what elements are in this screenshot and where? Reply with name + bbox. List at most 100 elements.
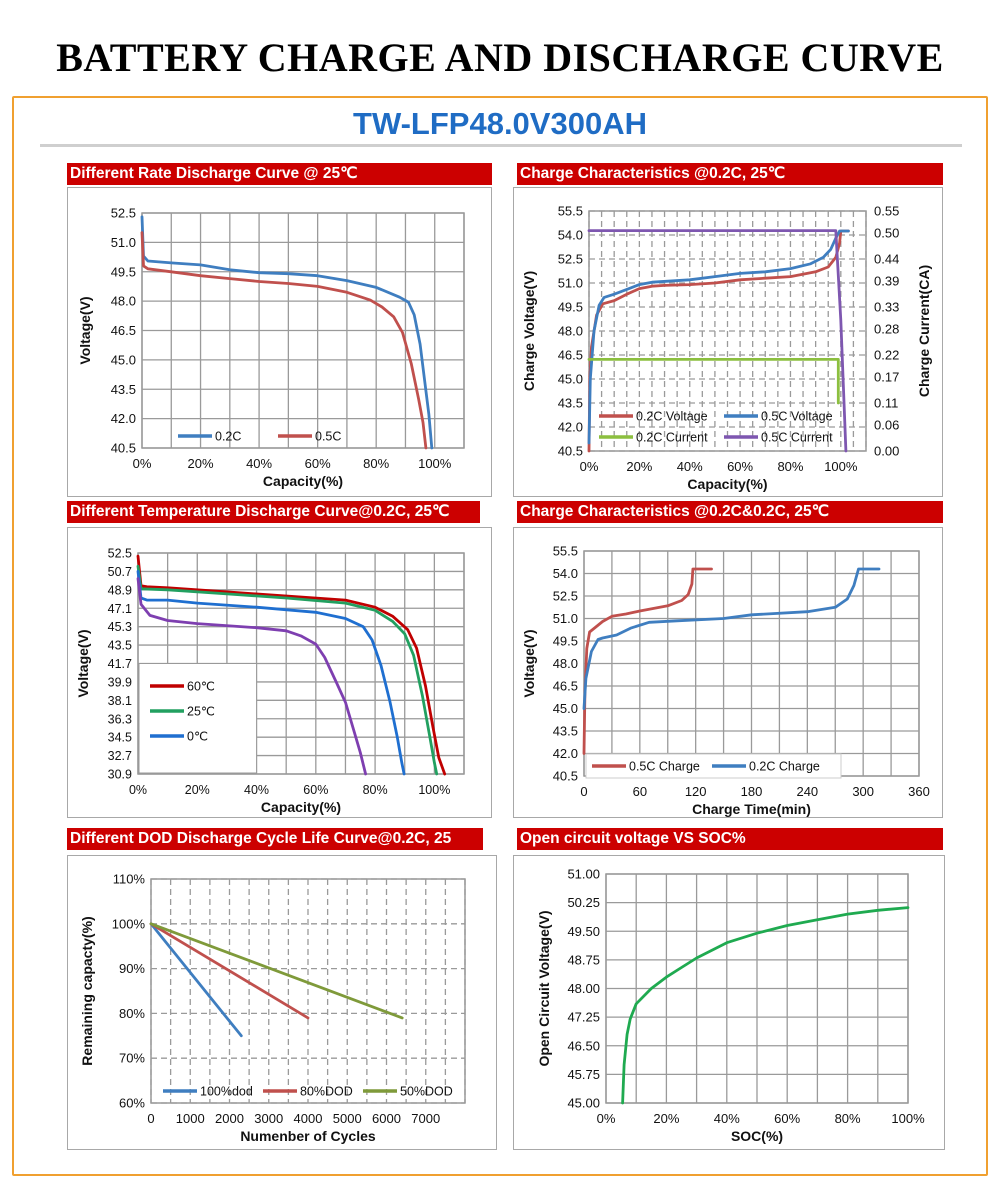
y-tick-label: 43.5 <box>558 396 583 411</box>
legend-label: 0.2C Charge <box>749 760 820 774</box>
y-tick-label: 42.0 <box>553 746 578 761</box>
y-tick-label: 45.3 <box>108 620 132 634</box>
x-tick-label: 100% <box>418 456 452 471</box>
x-tick-label: 0 <box>147 1111 154 1126</box>
legend-label: 100%dod <box>200 1085 253 1099</box>
chart-4-charge-time: 55.5 54.0 52.5 51.0 49.5 48.0 46.5 45.0 43.5 42.0… <box>513 527 943 818</box>
chart-5-svg: 110% 100% 90% 80% 70% 60%0 1000 2000 3000 4000 500… <box>79 872 466 1144</box>
plot-area <box>150 878 466 1104</box>
y-tick-label: 48.9 <box>108 583 132 597</box>
chart-3-svg: 52.5 50.7 48.9 47.1 45.3 43.5 41.7 39.9 38.1 36.3… <box>75 547 465 815</box>
x-tick-label: 40% <box>244 783 269 797</box>
legend-label: 60℃ <box>187 680 215 694</box>
y2-tick-label: 0.33 <box>874 300 899 315</box>
y-tick-label: 48.75 <box>567 952 600 967</box>
legend-label: 50%DOD <box>400 1085 453 1099</box>
y2-tick-label: 0.28 <box>874 321 899 336</box>
x-tick-label: 80% <box>777 459 803 474</box>
y-tick-label: 49.5 <box>553 634 578 649</box>
x-tick-label: 20% <box>185 783 210 797</box>
y-tick-label: 50.7 <box>108 565 132 579</box>
x-tick-label: 40% <box>677 459 703 474</box>
y-tick-label: 54.0 <box>553 566 578 581</box>
series-line-unlabeled-0 <box>621 906 910 1105</box>
x-tick-label: 60% <box>727 459 753 474</box>
y2-axis-label: Charge Current(CA) <box>916 265 932 397</box>
x-tick-label: 0% <box>129 783 147 797</box>
x-tick-label: 0 <box>580 784 587 799</box>
y-tick-label: 55.5 <box>558 204 583 219</box>
x-tick-label: 0% <box>580 459 599 474</box>
x-tick-label: 80% <box>835 1111 861 1126</box>
plot-area <box>141 212 465 449</box>
series-line-0-5c-charge <box>582 567 713 755</box>
y-tick-label: 60% <box>119 1096 145 1111</box>
chart-2-svg: 55.5 54.0 52.5 51.0 49.5 48.0 46.5 45.0 43.5 42.0… <box>521 204 932 493</box>
x-axis-label: Capacity(%) <box>261 799 341 815</box>
plot-area <box>137 552 465 775</box>
series-line-unlabeled-3 <box>136 577 368 776</box>
y-tick-label: 46.5 <box>111 323 136 338</box>
y2-tick-label: 0.17 <box>874 369 899 384</box>
series-line-0-5c-voltage <box>587 229 850 445</box>
y2-tick-label: 0.11 <box>874 396 898 411</box>
y-tick-label: 46.5 <box>558 348 583 363</box>
x-axis-label: Capacity(%) <box>687 476 767 492</box>
y-axis-label: Remaining capacty(%) <box>79 916 95 1065</box>
series-line-80-dod <box>149 922 310 1020</box>
series-line-0-2c <box>140 215 434 450</box>
y-tick-label: 52.5 <box>553 589 578 604</box>
y-axis-label: Open Circuit Voltage(V) <box>536 910 552 1066</box>
y-tick-label: 40.5 <box>111 441 136 456</box>
legend-label: 80%DOD <box>300 1085 353 1099</box>
x-tick-label: 20% <box>626 459 652 474</box>
y-tick-label: 40.5 <box>558 444 583 459</box>
x-tick-label: 40% <box>246 456 272 471</box>
x-tick-label: 80% <box>363 456 389 471</box>
y-tick-label: 55.5 <box>553 544 578 559</box>
x-tick-label: 100% <box>824 459 858 474</box>
x-tick-label: 180 <box>741 784 763 799</box>
y-tick-label: 110% <box>113 872 146 887</box>
y-tick-label: 43.5 <box>111 382 136 397</box>
page-title: BATTERY CHARGE AND DISCHARGE CURVE <box>56 35 944 80</box>
y2-tick-label: 0.22 <box>874 348 899 363</box>
x-tick-label: 60% <box>305 456 331 471</box>
y-tick-label: 52.5 <box>111 206 136 221</box>
legend-label: 0.2C Current <box>636 431 708 445</box>
x-tick-label: 120 <box>685 784 707 799</box>
chart-1-header: Different Rate Discharge Curve @ 25℃ <box>67 163 492 185</box>
series-line-0-2c-current <box>587 357 840 405</box>
y-tick-label: 41.7 <box>108 657 132 671</box>
y-tick-label: 43.5 <box>553 724 578 739</box>
chart-1-rate-discharge: 52.5 51.0 49.5 48.0 46.5 45.0 43.5 42.0 40.5 0% 20… <box>67 187 492 497</box>
x-tick-label: 300 <box>852 784 874 799</box>
legend-label: 0.2C Voltage <box>636 410 708 424</box>
legend-label: 0.5C Charge <box>629 760 700 774</box>
y-tick-label: 48.0 <box>553 656 578 671</box>
y-tick-label: 52.5 <box>108 547 132 561</box>
gridlines <box>150 878 466 1104</box>
y-tick-label: 30.9 <box>108 768 132 782</box>
x-axis-label: Capacity(%) <box>263 473 343 489</box>
x-tick-label: 3000 <box>254 1111 283 1126</box>
chart-4-header: Charge Characteristics @0.2C&0.2C, 25℃ <box>517 501 943 523</box>
y-tick-label: 70% <box>119 1051 145 1066</box>
chart-5-header: Different DOD Discharge Cycle Life Curve… <box>67 828 483 850</box>
y-tick-label: 48.0 <box>111 294 136 309</box>
x-tick-label: 0% <box>133 456 152 471</box>
y-tick-label: 100% <box>112 916 146 931</box>
x-tick-label: 20% <box>653 1111 679 1126</box>
x-tick-label: 0% <box>597 1111 616 1126</box>
plot-area <box>605 873 909 1104</box>
y-tick-label: 50.25 <box>567 895 600 910</box>
series-line-50-dod <box>149 922 404 1020</box>
y2-tick-label: 0.55 <box>874 204 899 219</box>
y-tick-label: 51.0 <box>553 611 578 626</box>
chart-6-header: Open circuit voltage VS SOC% <box>517 828 943 850</box>
model-name: TW-LFP48.0V300AH <box>353 106 647 141</box>
chart-5-cycle-life: 110% 100% 90% 80% 70% 60% 0 1000 2000 3000 4000 500… <box>67 855 497 1150</box>
y2-tick-label: 0.39 <box>874 273 899 288</box>
x-tick-label: 100% <box>418 783 450 797</box>
y-tick-label: 54.0 <box>558 228 583 243</box>
